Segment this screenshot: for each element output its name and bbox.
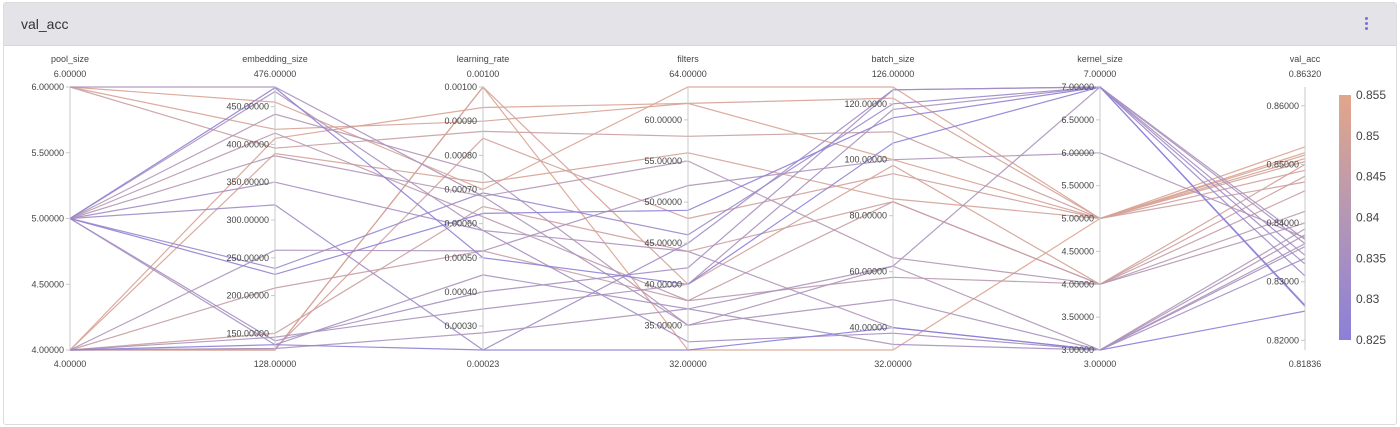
axis-tick-label-embedding_size: 350.00000: [226, 177, 269, 187]
colorbar-tick-label: 0.83: [1356, 292, 1380, 306]
axis-tick-label-filters: 55.00000: [644, 156, 682, 166]
axis-tick-label-batch_size: 80.00000: [849, 211, 887, 221]
axis-tick-label-learning_rate: 0.00060: [444, 219, 477, 229]
axis-tick-label-val_acc: 0.84000: [1266, 218, 1299, 228]
axis-tick-label-kernel_size: 4.00000: [1061, 279, 1094, 289]
axis-tick-label-batch_size: 40.00000: [849, 323, 887, 333]
colorbar-tick-label: 0.825: [1356, 333, 1386, 347]
axis-tick-label-embedding_size: 250.00000: [226, 253, 269, 263]
axis-tick-label-learning_rate: 0.00050: [444, 253, 477, 263]
axis-tick-label-batch_size: 120.00000: [844, 99, 887, 109]
axis-tick-label-learning_rate: 0.00070: [444, 184, 477, 194]
axis-min-label-learning_rate: 0.00023: [467, 359, 500, 369]
axis-tick-label-pool_size: 5.50000: [31, 148, 64, 158]
colorbar-tick-label: 0.84: [1356, 211, 1380, 225]
axis-tick-label-kernel_size: 5.50000: [1061, 181, 1094, 191]
axis-min-label-val_acc: 0.81836: [1289, 359, 1322, 369]
axis-title-filters: filters: [677, 54, 699, 64]
more-options-icon[interactable]: [1358, 15, 1374, 35]
card-header: val_acc: [4, 3, 1396, 46]
axis-min-label-kernel_size: 3.00000: [1084, 359, 1117, 369]
axis-title-kernel_size: kernel_size: [1077, 54, 1123, 64]
axis-tick-label-embedding_size: 200.00000: [226, 291, 269, 301]
axis-tick-label-embedding_size: 400.00000: [226, 139, 269, 149]
axis-title-embedding_size: embedding_size: [242, 54, 308, 64]
axis-max-label-kernel_size: 7.00000: [1084, 69, 1117, 79]
axis-tick-label-kernel_size: 5.00000: [1061, 214, 1094, 224]
axis-title-val_acc: val_acc: [1290, 54, 1321, 64]
colorbar-tick-label: 0.85: [1356, 129, 1380, 143]
colorbar: [1339, 95, 1351, 340]
axis-title-pool_size: pool_size: [51, 54, 89, 64]
axis-tick-label-val_acc: 0.86000: [1266, 101, 1299, 111]
axis-tick-label-val_acc: 0.83000: [1266, 277, 1299, 287]
axis-tick-label-learning_rate: 0.00030: [444, 321, 477, 331]
axis-max-label-learning_rate: 0.00100: [467, 69, 500, 79]
axis-tick-label-pool_size: 6.00000: [31, 82, 64, 92]
axis-tick-label-batch_size: 100.00000: [844, 155, 887, 165]
axis-tick-label-embedding_size: 150.00000: [226, 328, 269, 338]
axis-tick-label-learning_rate: 0.00040: [444, 287, 477, 297]
axis-title-learning_rate: learning_rate: [457, 54, 510, 64]
axis-tick-label-learning_rate: 0.00080: [444, 150, 477, 160]
axis-min-label-embedding_size: 128.00000: [254, 359, 297, 369]
axis-min-label-batch_size: 32.00000: [874, 359, 912, 369]
axis-tick-label-learning_rate: 0.00100: [444, 82, 477, 92]
axis-tick-label-filters: 35.00000: [644, 320, 682, 330]
axis-tick-label-filters: 50.00000: [644, 197, 682, 207]
axis-max-label-batch_size: 126.00000: [872, 69, 915, 79]
axis-max-label-val_acc: 0.86320: [1289, 69, 1322, 79]
axis-tick-label-filters: 60.00000: [644, 115, 682, 125]
axis-tick-label-filters: 45.00000: [644, 238, 682, 248]
axis-tick-label-pool_size: 4.50000: [31, 279, 64, 289]
axis-tick-label-kernel_size: 3.00000: [1061, 345, 1094, 355]
axis-tick-label-filters: 40.00000: [644, 279, 682, 289]
axis-tick-label-pool_size: 4.00000: [31, 345, 64, 355]
axis-tick-label-pool_size: 5.00000: [31, 214, 64, 224]
axis-tick-label-kernel_size: 7.00000: [1061, 82, 1094, 92]
axis-title-batch_size: batch_size: [871, 54, 914, 64]
colorbar-tick-label: 0.855: [1356, 88, 1386, 102]
chart-card: val_acc: [3, 2, 1397, 425]
axis-tick-label-learning_rate: 0.00090: [444, 116, 477, 126]
axis-min-label-pool_size: 4.00000: [54, 359, 87, 369]
axis-tick-label-kernel_size: 6.00000: [1061, 148, 1094, 158]
axis-tick-label-val_acc: 0.85000: [1266, 159, 1299, 169]
axis-tick-label-embedding_size: 450.00000: [226, 102, 269, 112]
axis-tick-label-kernel_size: 3.50000: [1061, 312, 1094, 322]
axis-max-label-filters: 64.00000: [669, 69, 707, 79]
colorbar-tick-label: 0.835: [1356, 251, 1386, 265]
axis-tick-label-kernel_size: 4.50000: [1061, 246, 1094, 256]
axis-tick-label-embedding_size: 300.00000: [226, 215, 269, 225]
axis-max-label-pool_size: 6.00000: [54, 69, 87, 79]
axis-max-label-embedding_size: 476.00000: [254, 69, 297, 79]
colorbar-tick-label: 0.845: [1356, 170, 1386, 184]
axis-tick-label-val_acc: 0.82000: [1266, 335, 1299, 345]
axis-tick-label-kernel_size: 6.50000: [1061, 115, 1094, 125]
axis-min-label-filters: 32.00000: [669, 359, 707, 369]
card-title: val_acc: [21, 16, 69, 32]
axis-tick-label-batch_size: 60.00000: [849, 267, 887, 277]
